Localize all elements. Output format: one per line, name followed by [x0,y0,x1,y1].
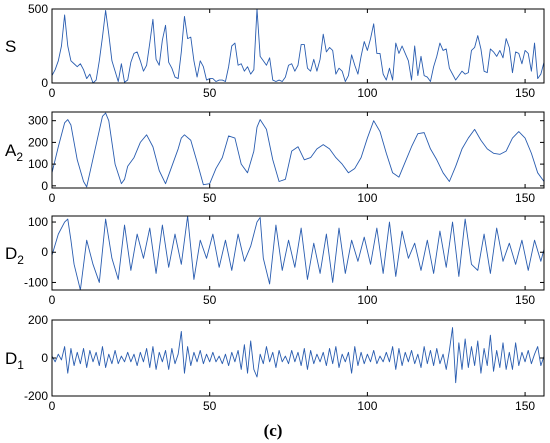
y-tick-label: -200 [24,389,48,403]
series-line [51,327,545,384]
y-axis-label: D1 [5,349,24,372]
x-tick-label: 150 [515,399,535,413]
y-axis-label-subscript: 2 [16,150,23,164]
y-tick-label: -100 [24,275,48,289]
y-tick-label: 200 [28,135,48,149]
x-tick-label: 150 [515,86,535,100]
x-tick-label: 0 [49,191,56,205]
y-axis-label-main: A [5,141,17,160]
axis-frame [51,111,545,189]
x-tick-label: 150 [515,293,535,307]
series-line [51,112,545,188]
x-tick-label: 50 [203,86,217,100]
x-tick-label: 100 [357,399,377,413]
y-axis-label: S [5,37,16,56]
y-axis-label: A2 [5,141,23,164]
y-tick-label: 0 [41,179,48,193]
y-axis-label: D2 [5,244,24,267]
y-tick-label: 100 [28,157,48,171]
y-axis-label-main: S [5,37,16,56]
x-tick-label: 0 [49,399,56,413]
x-tick-label: 50 [203,191,217,205]
y-tick-label: 300 [28,114,48,128]
x-tick-label: 100 [357,191,377,205]
y-axis-label-main: D [5,244,17,263]
x-tick-label: 100 [357,86,377,100]
x-tick-label: 150 [515,191,535,205]
series-line [51,215,545,291]
y-tick-label: 0 [41,245,48,259]
y-axis-label-subscript: 1 [17,358,24,372]
axis-frame [51,8,545,84]
x-tick-label: 0 [49,293,56,307]
y-tick-label: 200 [28,313,48,327]
x-tick-label: 100 [357,293,377,307]
panel-2: 0 50 100 150 0 100 200 300 A2 [5,111,545,205]
x-tick-label: 50 [203,399,217,413]
y-tick-label: 500 [28,2,48,16]
series-line [51,8,545,84]
axis-frame [51,215,545,291]
y-tick-label: 0 [41,351,48,365]
y-tick-label: 0 [41,76,48,90]
panel-1: 0 50 100 150 0 500 S [5,2,545,100]
y-axis-label-main: D [5,349,17,368]
x-tick-label: 0 [49,86,56,100]
y-axis-label-subscript: 2 [17,253,24,267]
y-tick-label: 100 [28,215,48,229]
figure-caption: (c) [264,421,283,440]
x-tick-label: 50 [203,293,217,307]
